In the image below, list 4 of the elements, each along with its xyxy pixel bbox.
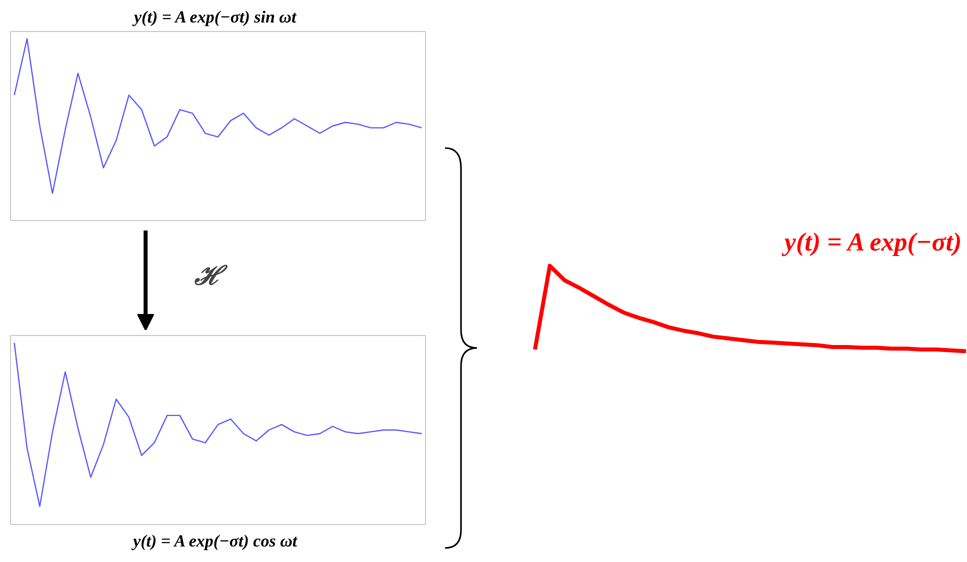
text: ℋ	[194, 262, 228, 290]
chart-title: y(t) = A exp(−σt)	[781, 228, 962, 256]
chart-title: y(t) = A exp(−σt) sin ωt	[132, 8, 298, 26]
text: y(t) = A exp(−σt) cos ωt	[131, 532, 298, 550]
